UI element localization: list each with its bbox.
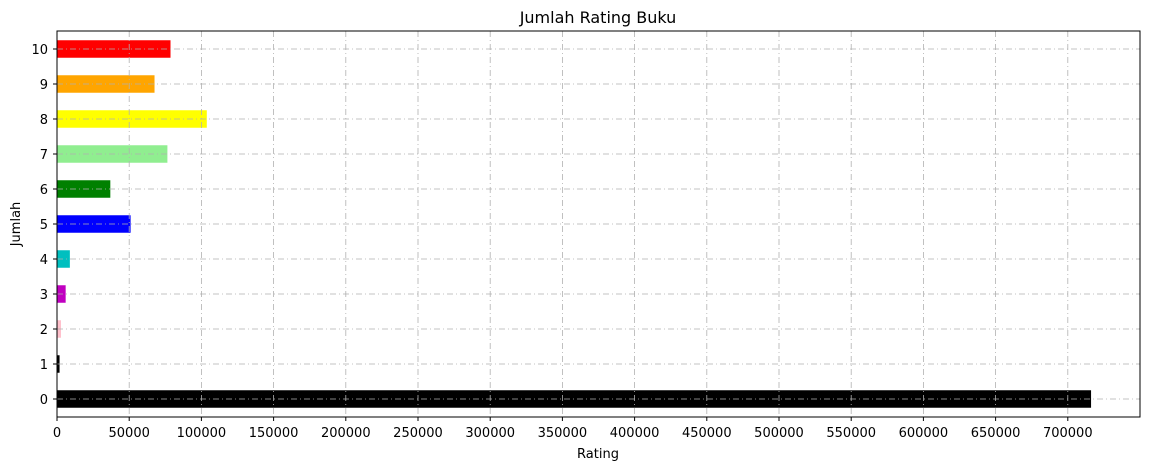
x-tick-label: 300000 — [465, 426, 515, 441]
bar-rating-5 — [57, 215, 131, 233]
plot-frame — [56, 30, 1141, 418]
x-tick-label: 550000 — [826, 426, 876, 441]
x-tick-label: 100000 — [177, 426, 227, 441]
x-tick-label: 650000 — [971, 426, 1021, 441]
y-tick-label: 8 — [40, 113, 48, 128]
y-axis-ticks: 0 1 2 3 4 5 6 7 8 9 10 — [31, 43, 57, 408]
y-tick-label: 9 — [40, 78, 48, 93]
y-tick-label: 1 — [40, 358, 48, 373]
x-tick-label: 150000 — [249, 426, 299, 441]
x-tick-label: 450000 — [682, 426, 732, 441]
bar-rating-4 — [57, 250, 70, 268]
bars — [57, 40, 1092, 408]
y-tick-label: 0 — [40, 393, 48, 408]
x-tick-label: 0 — [53, 426, 61, 441]
x-tick-label: 200000 — [321, 426, 371, 441]
grid-lines — [56, 31, 1140, 417]
y-axis-label: Jumlah — [9, 202, 24, 248]
bar-rating-0 — [57, 390, 1092, 408]
x-tick-label: 700000 — [1043, 426, 1093, 441]
x-tick-label: 250000 — [393, 426, 443, 441]
y-tick-label: 7 — [40, 148, 48, 163]
x-tick-label: 400000 — [610, 426, 660, 441]
y-tick-label: 10 — [31, 43, 48, 58]
x-tick-label: 50000 — [109, 426, 150, 441]
x-tick-label: 600000 — [899, 426, 949, 441]
x-axis-ticks: 0 50000 100000 150000 200000 250000 300000 3500… — [53, 417, 1093, 441]
x-tick-label: 500000 — [754, 426, 804, 441]
y-tick-label: 5 — [40, 218, 48, 233]
x-axis-label: Rating — [577, 447, 619, 462]
y-tick-label: 4 — [40, 253, 48, 268]
y-tick-label: 2 — [40, 323, 48, 338]
y-tick-label: 3 — [40, 288, 48, 303]
chart-title: Jumlah Rating Buku — [519, 8, 677, 27]
y-tick-label: 6 — [40, 183, 48, 198]
x-tick-label: 350000 — [538, 426, 588, 441]
